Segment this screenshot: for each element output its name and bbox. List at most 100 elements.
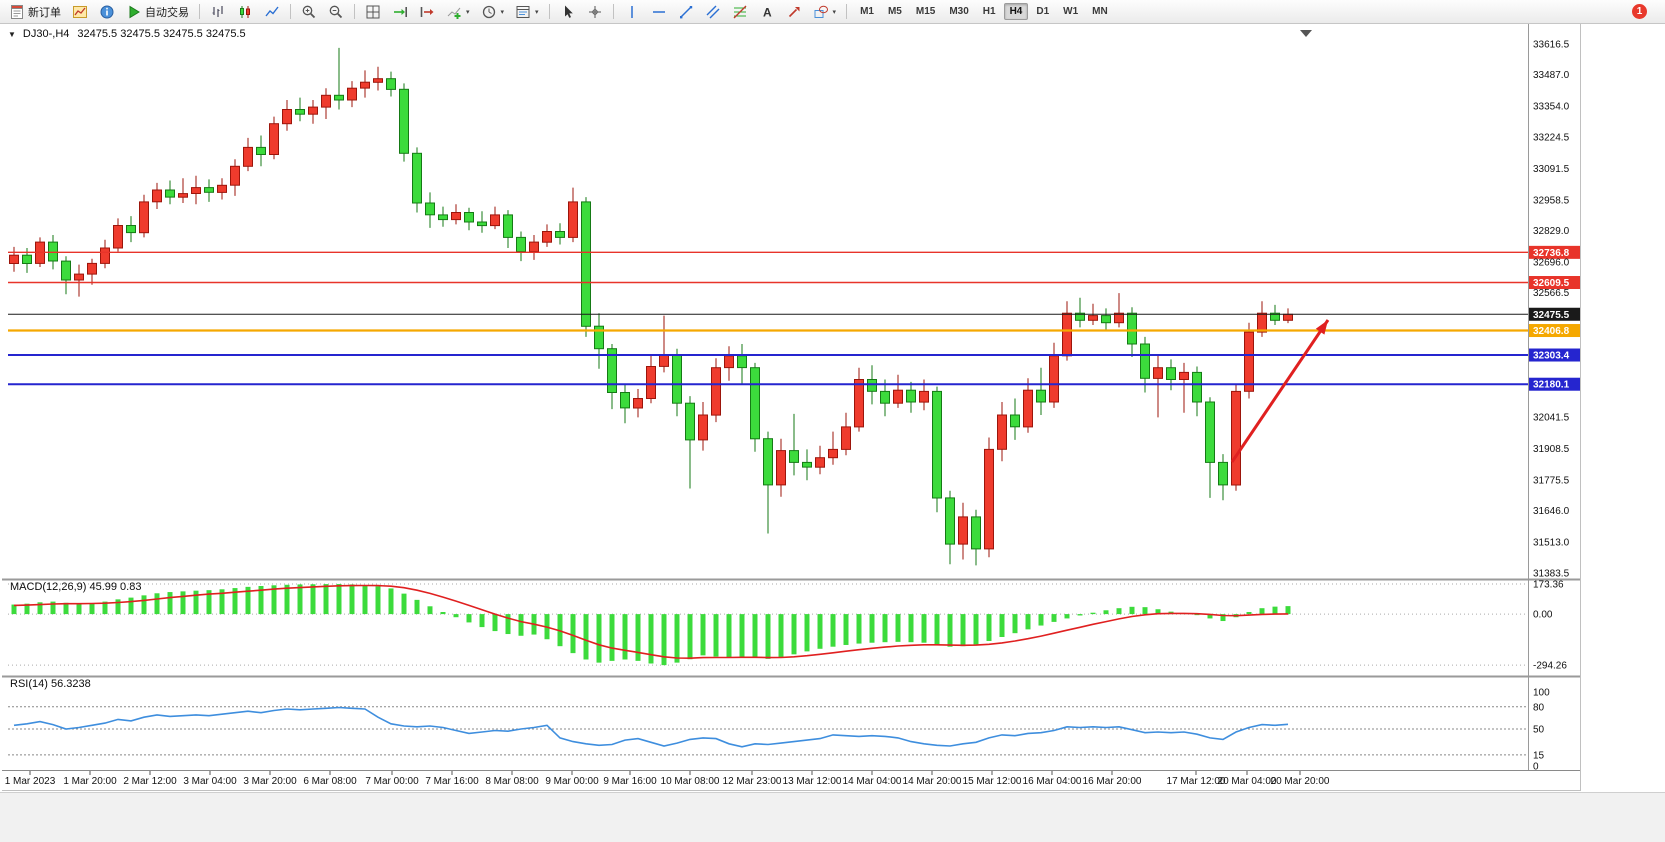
zoom-in-button[interactable] bbox=[296, 2, 322, 22]
candle-body bbox=[750, 367, 760, 440]
chart-candles-button[interactable] bbox=[232, 2, 258, 22]
candle-body bbox=[139, 201, 149, 234]
text-button[interactable]: A bbox=[754, 2, 780, 22]
crosshair-button[interactable] bbox=[582, 2, 608, 22]
candle-body bbox=[152, 189, 162, 203]
timeframe-m1[interactable]: M1 bbox=[860, 6, 874, 17]
chart-line-button[interactable] bbox=[259, 2, 285, 22]
timeframe-m5[interactable]: M5 bbox=[887, 6, 902, 17]
time-axis-label: 17 Mar 12:00 bbox=[1167, 776, 1226, 787]
time-axis-label: 1 Mar 2023 bbox=[5, 776, 56, 787]
autotrade-icon bbox=[129, 5, 140, 18]
candle-body bbox=[360, 81, 370, 89]
chart-shift-button[interactable] bbox=[414, 2, 440, 22]
timeframe-w1[interactable]: W1 bbox=[1063, 6, 1079, 17]
candle-body bbox=[555, 231, 565, 238]
candle-body bbox=[373, 78, 383, 83]
new-order-button[interactable]: 新订单 bbox=[4, 2, 66, 22]
price-scale-label: 32958.5 bbox=[1533, 195, 1570, 206]
time-axis-label: 1 Mar 20:00 bbox=[63, 776, 117, 787]
time-axis[interactable]: 1 Mar 2023 1 Mar 20:00 2 Mar 12:00 3 Mar 04… bbox=[5, 771, 1330, 787]
one-click-trading-toggle[interactable]: ▼ bbox=[8, 30, 16, 39]
candle-body bbox=[48, 241, 58, 262]
data-window-button[interactable] bbox=[94, 2, 120, 22]
cursor-button[interactable] bbox=[555, 2, 581, 22]
candle-body bbox=[1283, 313, 1293, 321]
candle-body bbox=[880, 390, 890, 404]
chart-plot-area[interactable]: 173.36 0.00 -294.26 80 50 15 100 0 32736.8 32609.… bbox=[0, 24, 1665, 792]
time-axis-label: 7 Mar 16:00 bbox=[425, 776, 479, 787]
periods-button[interactable]: ▾ bbox=[476, 2, 510, 22]
time-axis-label: 20 Mar 04:00 bbox=[1218, 776, 1277, 787]
candle-body bbox=[74, 273, 84, 281]
auto-scroll-button[interactable] bbox=[387, 2, 413, 22]
indicators-button[interactable]: ▾ bbox=[441, 2, 475, 22]
pivot-line-price-tag bbox=[1529, 324, 1580, 338]
tile-windows-button[interactable] bbox=[360, 2, 386, 22]
candle-body bbox=[503, 214, 513, 238]
trendline-button[interactable] bbox=[673, 2, 699, 22]
timeframe-m15[interactable]: M15 bbox=[915, 6, 936, 17]
toolbar-separator bbox=[548, 4, 550, 19]
trend-arrow[interactable] bbox=[1230, 319, 1330, 463]
rsi-level-label: 15 bbox=[1533, 750, 1545, 761]
candle-body bbox=[1036, 389, 1046, 403]
candle-body bbox=[672, 354, 682, 404]
candle-body bbox=[386, 78, 396, 90]
candle-body bbox=[919, 390, 929, 403]
macd-label: MACD(12,26,9) 45.99 0.83 bbox=[10, 581, 142, 593]
price-scale-label: 31513.0 bbox=[1533, 538, 1570, 549]
channel-button[interactable] bbox=[700, 2, 726, 22]
candle-body bbox=[737, 355, 747, 369]
candle-body bbox=[1140, 343, 1150, 379]
shapes-button[interactable]: ▾ bbox=[808, 2, 842, 22]
candle-body bbox=[1270, 312, 1280, 321]
candle-body bbox=[776, 450, 786, 486]
horizontal-line-button[interactable] bbox=[646, 2, 672, 22]
candle-body bbox=[568, 201, 578, 238]
candle-body bbox=[22, 254, 32, 264]
candle-body bbox=[256, 146, 266, 155]
market-watch-button[interactable] bbox=[67, 2, 93, 22]
candle-body bbox=[1062, 312, 1072, 357]
trendline-icon bbox=[679, 5, 692, 18]
candle-body bbox=[100, 247, 110, 264]
chevron-down-icon: ▾ bbox=[500, 8, 505, 16]
resistance-line-2-price-tag-label: 32609.5 bbox=[1533, 278, 1570, 289]
chart-shift-icon bbox=[420, 6, 434, 17]
templates-button[interactable]: ▾ bbox=[510, 2, 544, 22]
resistance-line-1-price-tag bbox=[1529, 245, 1580, 259]
candle-body bbox=[594, 325, 604, 350]
candle-body bbox=[659, 354, 669, 367]
autotrade-label: 自动交易 bbox=[145, 6, 189, 19]
timeframe-mn[interactable]: MN bbox=[1092, 6, 1108, 17]
vertical-line-button[interactable] bbox=[619, 2, 645, 22]
time-axis-label: 7 Mar 00:00 bbox=[365, 776, 419, 787]
chart-bars-icon bbox=[212, 5, 223, 17]
candlesticks[interactable] bbox=[9, 47, 1293, 566]
price-scale-label: 33487.0 bbox=[1533, 70, 1570, 81]
horizontal-line-icon bbox=[652, 10, 665, 13]
candle-body bbox=[191, 187, 201, 195]
notification-badge[interactable]: 1 bbox=[1632, 4, 1647, 19]
autotrade-button[interactable]: 自动交易 bbox=[121, 2, 194, 22]
price-scale[interactable]: 33616.5 33487.0 33354.0 33224.5 33091.5 32958… bbox=[1533, 39, 1570, 579]
arrows-button[interactable] bbox=[781, 2, 807, 22]
fibonacci-button[interactable] bbox=[727, 2, 753, 22]
timeframe-h4[interactable]: H4 bbox=[1003, 3, 1029, 20]
candle-body bbox=[1114, 312, 1124, 324]
candle-body bbox=[178, 193, 188, 198]
candle-body bbox=[581, 201, 591, 327]
chart-bars-button[interactable] bbox=[205, 2, 231, 22]
timeframe-m30[interactable]: M30 bbox=[949, 6, 969, 17]
timeframe-h1[interactable]: H1 bbox=[982, 6, 996, 17]
candle-body bbox=[347, 87, 357, 101]
zoom-out-button[interactable] bbox=[323, 2, 349, 22]
time-axis-label: 14 Mar 20:00 bbox=[903, 776, 962, 787]
timeframe-d1[interactable]: D1 bbox=[1036, 6, 1050, 17]
candle-body bbox=[425, 202, 435, 216]
scroll-to-end-marker[interactable] bbox=[1300, 30, 1312, 37]
fibonacci-icon bbox=[733, 5, 747, 18]
candle-body bbox=[789, 450, 799, 463]
pane-frame bbox=[2, 24, 1581, 791]
